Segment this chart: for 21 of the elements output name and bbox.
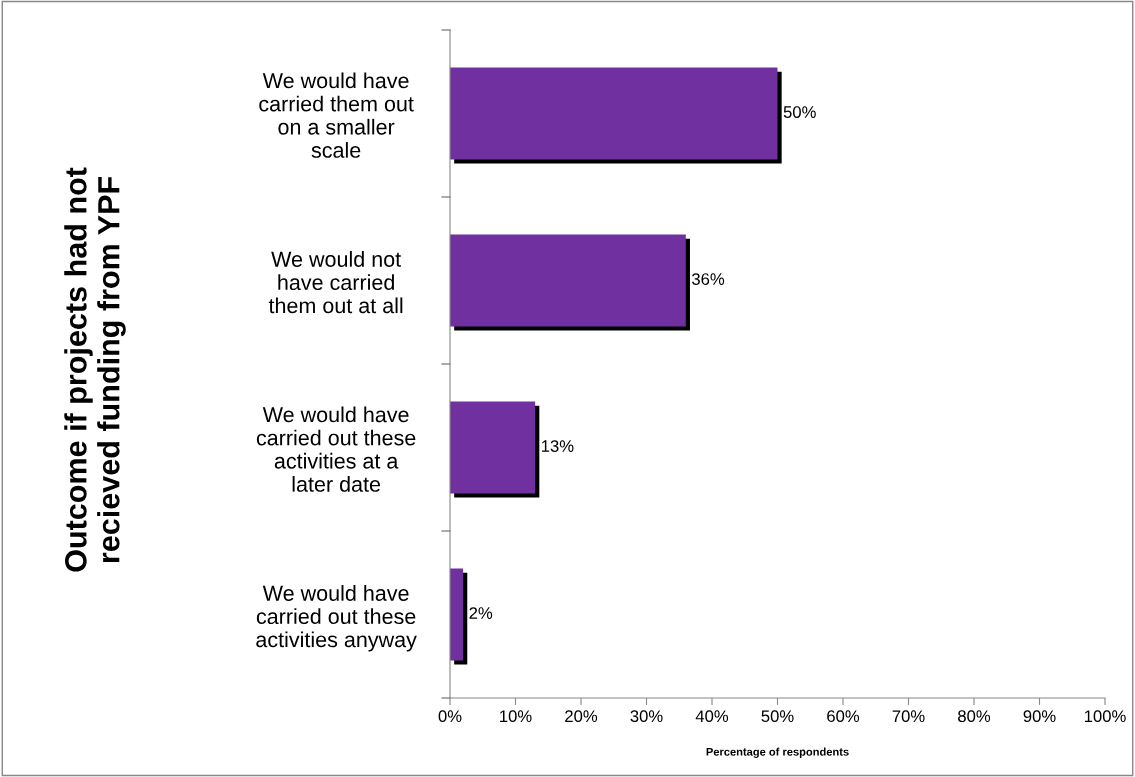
- data-label: 13%: [541, 440, 574, 452]
- x-tick-label: 0%: [438, 710, 462, 723]
- x-tick-label: 20%: [565, 710, 598, 723]
- x-tick-label: 90%: [1023, 710, 1056, 723]
- data-label: 2%: [469, 607, 493, 619]
- y-tick-label: We would not have carried them out at all: [268, 251, 403, 314]
- y-tick-label: We would have carried them out on a smaller scale: [259, 72, 414, 158]
- data-label: 36%: [691, 273, 725, 285]
- x-tick-label: 100%: [1084, 710, 1126, 723]
- y-tick-label: We would have carried out these activities anyway: [256, 585, 417, 652]
- x-tick-label: 60%: [827, 710, 860, 723]
- x-tick-label: 30%: [630, 710, 663, 723]
- y-axis-title: Outcome if projects had not recieved funding from YPF: [64, 167, 126, 572]
- y-tick-label: We would have carried out these activities at a later date: [256, 406, 416, 492]
- x-tick-label: 10%: [500, 710, 532, 723]
- x-tick-label: 70%: [892, 710, 925, 723]
- data-label: 50%: [783, 106, 816, 118]
- x-tick-label: 40%: [695, 710, 729, 723]
- x-tick-label: 50%: [761, 710, 794, 723]
- x-axis-title: Percentage of respondents: [706, 747, 849, 758]
- x-tick-label: 80%: [958, 710, 991, 723]
